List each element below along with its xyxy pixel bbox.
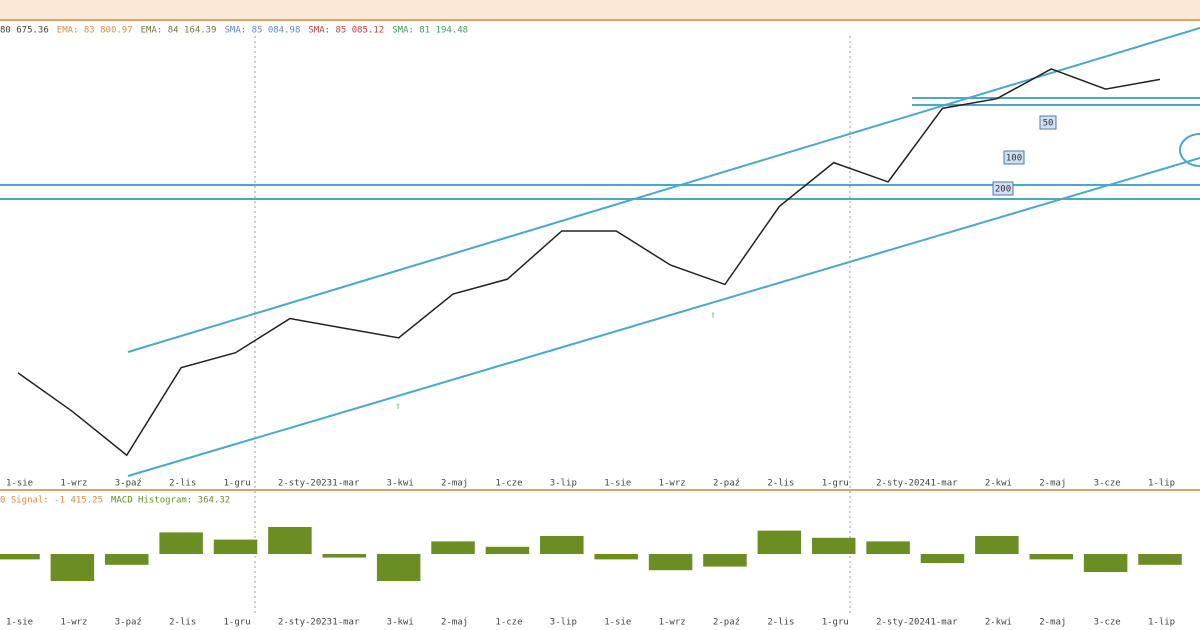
x-tick-label: 1-wrz xyxy=(659,479,686,489)
x-tick-label: 1-wrz xyxy=(659,618,686,628)
x-tick-label: 2-paź xyxy=(713,479,740,489)
toolbar xyxy=(0,0,1200,20)
histogram-bar xyxy=(105,554,149,565)
x-tick-label: 2-kwi xyxy=(985,479,1012,489)
histogram-bar xyxy=(1083,554,1128,572)
x-tick-label: 3-paź xyxy=(115,618,142,628)
x-tick-label: 1-gru xyxy=(224,479,251,489)
histogram-bar xyxy=(0,554,40,560)
indicator-label: SMA: 85 084.98 xyxy=(225,26,301,36)
x-tick-label: 2-sty-2024 xyxy=(876,479,930,489)
histogram-bar xyxy=(322,554,367,558)
x-tick-label: 1-lip xyxy=(1148,479,1175,489)
highlight-ellipse xyxy=(1179,133,1200,167)
x-tick-label: 1-mar xyxy=(332,479,360,489)
x-tick-label: 3-kwi xyxy=(387,618,414,628)
x-tick-label: 1-gru xyxy=(224,618,251,628)
indicator-label: SMA: 85 085.12 xyxy=(308,26,384,36)
ma-label: 200 xyxy=(995,185,1011,195)
x-tick-label: 2-sty-2023 xyxy=(278,618,332,628)
x-tick-label: 1-sie xyxy=(604,479,631,489)
x-tick-label: 2-lis xyxy=(169,618,196,628)
x-tick-label: 1-gru xyxy=(822,618,849,628)
ma-label: 100 xyxy=(1006,154,1022,164)
histogram-bar xyxy=(811,537,856,554)
histogram-bar xyxy=(213,539,258,554)
indicator-label: 80 675.36 xyxy=(0,26,49,36)
x-tick-label: 1-lip xyxy=(1148,618,1175,628)
x-tick-label: 1-mar xyxy=(332,618,360,628)
histogram-bar xyxy=(703,554,747,567)
histogram-bar xyxy=(540,536,584,554)
x-tick-label: 2-kwi xyxy=(985,618,1012,628)
x-tick-label: 2-sty-2023 xyxy=(278,479,332,489)
indicator-label: EMA: 84 164.39 xyxy=(141,26,217,36)
ma-label-box xyxy=(992,181,1014,196)
x-tick-label: 1-gru xyxy=(822,479,849,489)
histogram-bar xyxy=(431,541,475,554)
histogram-bar xyxy=(1029,554,1073,560)
x-tick-label: 3-cze xyxy=(1094,618,1121,628)
channel-upper xyxy=(127,27,1200,353)
x-tick-label: 1-mar xyxy=(930,479,958,489)
histogram-bar xyxy=(648,554,693,571)
x-tick-label: 2-lis xyxy=(169,479,196,489)
signal-arrow: ⇧ xyxy=(395,402,400,412)
x-tick-label: 3-lip xyxy=(550,479,577,489)
x-tick-label: 2-maj xyxy=(1039,479,1066,489)
x-tick-label: 2-maj xyxy=(1039,618,1066,628)
histogram-bar xyxy=(50,554,95,581)
x-tick-label: 2-sty-2024 xyxy=(876,618,930,628)
indicator-label: MACD Histogram: 364.32 xyxy=(111,496,230,506)
x-tick-label: 2-paź xyxy=(713,618,740,628)
ma-label-box xyxy=(1003,150,1025,165)
signal-arrow: ⇧ xyxy=(710,311,715,321)
histogram-bar xyxy=(376,554,421,581)
indicator-label: EMA: 83 800.97 xyxy=(57,26,133,36)
price-line xyxy=(17,68,1161,457)
x-tick-label: 3-lip xyxy=(550,618,577,628)
x-tick-label: 2-lis xyxy=(767,479,794,489)
histogram-bar xyxy=(159,532,203,554)
x-tick-label: 2-maj xyxy=(441,618,468,628)
indicator-label: SMA: 81 194.48 xyxy=(392,26,468,36)
histogram-bar xyxy=(1138,554,1182,565)
histogram-bar xyxy=(594,554,638,560)
x-tick-label: 3-paź xyxy=(115,479,142,489)
x-tick-label: 1-cze xyxy=(495,618,522,628)
ma-label: 50 xyxy=(1043,119,1054,129)
x-tick-label: 3-kwi xyxy=(387,479,414,489)
ma-label-box xyxy=(1039,115,1057,130)
histogram-bar xyxy=(757,530,802,554)
histogram-bar xyxy=(920,554,965,563)
histogram-bar xyxy=(866,541,910,554)
x-tick-label: 1-mar xyxy=(930,618,958,628)
histogram-bar xyxy=(268,527,312,554)
x-tick-label: 1-wrz xyxy=(60,618,87,628)
histogram-bar xyxy=(975,536,1019,554)
x-tick-label: 1-cze xyxy=(495,479,522,489)
x-tick-label: 2-maj xyxy=(441,479,468,489)
x-tick-label: 2-lis xyxy=(767,618,794,628)
x-tick-label: 1-sie xyxy=(6,479,33,489)
histogram-bar xyxy=(485,546,530,554)
x-tick-label: 3-cze xyxy=(1094,479,1121,489)
x-tick-label: 1-wrz xyxy=(60,479,87,489)
channel-lower xyxy=(127,157,1200,477)
x-tick-label: 1-sie xyxy=(6,618,33,628)
indicator-label: 0 Signal: -1 415.25 xyxy=(0,496,103,506)
x-tick-label: 1-sie xyxy=(604,618,631,628)
